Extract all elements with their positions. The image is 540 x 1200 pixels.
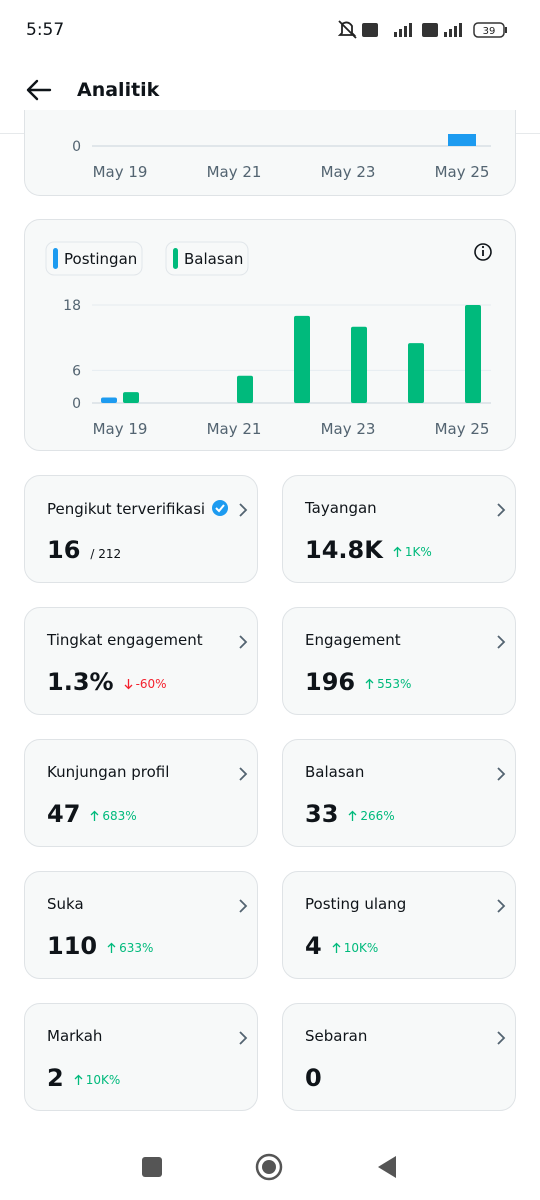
- chart-card-top: [24, 110, 516, 196]
- metric-label: Engagement: [305, 631, 401, 649]
- metric-label: Tayangan: [305, 499, 377, 517]
- chevron: [497, 635, 506, 649]
- metric-change-text: 10K%: [343, 941, 379, 955]
- status-time: 5:57: [26, 20, 65, 40]
- metric-change-text: 10K%: [85, 1073, 121, 1087]
- metric-card[interactable]: Kunjungan profil 47 683%: [24, 739, 258, 847]
- status-icons: 39: [337, 20, 507, 39]
- header-title: Analitik: [77, 79, 160, 101]
- metric-change-text: 633%: [119, 941, 154, 955]
- metric-value-row: 14.8K 1K%: [305, 536, 432, 564]
- metric-value-row: 196 553%: [305, 668, 411, 696]
- chevron: [497, 503, 506, 517]
- metric-label-text: Markah: [47, 1027, 103, 1045]
- metric-label: Posting ulang: [305, 895, 406, 913]
- nav-home[interactable]: [255, 1153, 283, 1181]
- metric-value-row: 0: [305, 1064, 322, 1092]
- metric-value: 1.3%: [47, 668, 114, 696]
- trend-arrow: [393, 546, 402, 557]
- metric-change-text: 266%: [360, 809, 395, 823]
- metric-label-text: Posting ulang: [305, 895, 407, 913]
- metric-change: -60%: [124, 677, 167, 691]
- metric-change: 553%: [365, 677, 411, 691]
- metric-card[interactable]: Sebaran 0: [282, 1003, 516, 1111]
- chevron: [497, 899, 506, 913]
- metric-label: Balasan: [305, 763, 364, 781]
- metric-label-text: Engagement: [305, 631, 401, 649]
- battery-level: 39: [483, 26, 496, 37]
- nav-back[interactable]: [378, 1156, 396, 1178]
- metric-value: 196: [305, 668, 356, 696]
- metric-card[interactable]: Engagement 196 553%: [282, 607, 516, 715]
- metric-card[interactable]: Balasan 33 266%: [282, 739, 516, 847]
- metric-label-text: Tayangan: [305, 499, 377, 517]
- metric-value-row: 4 10K%: [305, 932, 378, 960]
- metric-value-row: 47 683%: [47, 800, 137, 828]
- metric-label: Suka: [47, 895, 84, 913]
- nav-bar: [142, 1153, 396, 1181]
- metric-value: 14.8K: [305, 536, 383, 564]
- metric-value: 0: [305, 1064, 322, 1092]
- metric-change-text: 553%: [377, 677, 412, 691]
- metric-change: 10K%: [74, 1073, 121, 1087]
- metric-card[interactable]: Tingkat engagement 1.3% -60%: [24, 607, 258, 715]
- trend-arrow: [124, 679, 133, 690]
- metric-label-text: Sebaran: [305, 1027, 368, 1045]
- metric-value-row: 2 10K%: [47, 1064, 120, 1092]
- metric-value: 4: [305, 932, 322, 960]
- metric-label: Sebaran: [305, 1027, 367, 1045]
- trend-arrow: [74, 1074, 83, 1085]
- verified-badge: [212, 500, 229, 516]
- trend-arrow: [107, 942, 116, 953]
- metric-change-text: 683%: [102, 809, 137, 823]
- chevron: [497, 767, 506, 781]
- metric-value: 110: [47, 932, 98, 960]
- metric-label: Pengikut terverifikasi: [47, 499, 229, 518]
- chevron: [239, 635, 248, 649]
- metric-change-text: -60%: [135, 677, 167, 691]
- metric-card[interactable]: Markah 2 10K%: [24, 1003, 258, 1111]
- metric-value: 33: [305, 800, 339, 828]
- metric-value-row: 110 633%: [47, 932, 153, 960]
- chevron: [239, 1031, 248, 1045]
- metric-value-row: 33 266%: [305, 800, 395, 828]
- chevron: [239, 503, 248, 517]
- metric-sub: / 212: [90, 547, 122, 561]
- trend-arrow: [90, 810, 99, 821]
- metric-value-row: 1.3% -60%: [47, 668, 167, 696]
- chevron: [239, 767, 248, 781]
- metric-change: 683%: [90, 809, 137, 823]
- metric-card[interactable]: Posting ulang 4 10K%: [282, 871, 516, 979]
- metric-change: 633%: [107, 941, 153, 955]
- metric-change: 1K%: [393, 545, 432, 559]
- metric-card[interactable]: Tayangan 14.8K 1K%: [282, 475, 516, 583]
- metric-label-text: Kunjungan profil: [47, 763, 170, 781]
- metric-value: 2: [47, 1064, 64, 1092]
- trend-arrow: [365, 678, 374, 689]
- chevron: [239, 899, 248, 913]
- trend-arrow: [332, 942, 341, 953]
- trend-arrow: [348, 810, 357, 821]
- metric-label-text: Balasan: [305, 763, 365, 781]
- metric-change: 10K%: [332, 941, 379, 955]
- metric-change-text: 1K%: [404, 545, 432, 559]
- metric-value: 16: [47, 536, 81, 564]
- metric-change: 266%: [348, 809, 395, 823]
- metric-label: Tingkat engagement: [47, 631, 203, 649]
- nav-recent[interactable]: [142, 1157, 162, 1177]
- metric-label-text: Suka: [47, 895, 84, 913]
- metric-label: Kunjungan profil: [47, 763, 169, 781]
- back-button[interactable]: [24, 78, 54, 104]
- metric-label-text: Pengikut terverifikasi: [47, 500, 206, 518]
- metric-label: Markah: [47, 1027, 102, 1045]
- metric-card[interactable]: Suka 110 633%: [24, 871, 258, 979]
- metric-value: 47: [47, 800, 81, 828]
- chart-card: [24, 219, 516, 451]
- metric-label-text: Tingkat engagement: [47, 631, 203, 649]
- metric-card[interactable]: Pengikut terverifikasi 16 / 212: [24, 475, 258, 583]
- metric-value-row: 16 / 212: [47, 536, 121, 564]
- chevron: [497, 1031, 506, 1045]
